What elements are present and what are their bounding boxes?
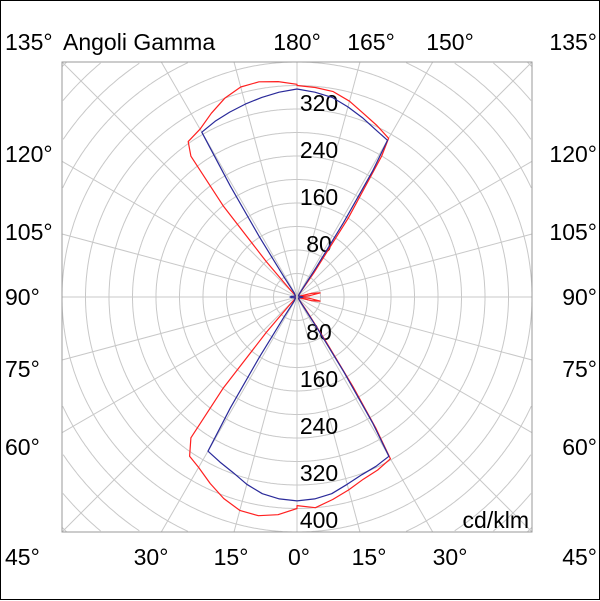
angle-label-left-105: 105° xyxy=(5,219,53,245)
angle-label-right-60: 60° xyxy=(562,434,597,460)
grid-ray xyxy=(296,160,533,298)
intensity-curves xyxy=(187,80,391,517)
angle-label-top-180: 180° xyxy=(273,29,321,55)
grid-ray xyxy=(61,296,298,361)
angle-label-top-left: 135° xyxy=(5,29,53,55)
plot-frame xyxy=(61,61,533,533)
intensity-curve-series-2 xyxy=(201,88,390,502)
grid-ray xyxy=(296,61,434,298)
angle-label-right-105: 105° xyxy=(549,219,597,245)
angle-label-bottom-0: 0° xyxy=(288,544,310,570)
grid-ray xyxy=(61,296,298,533)
radial-tick-label: 240 xyxy=(300,137,338,163)
grid-ray xyxy=(233,61,298,298)
angle-label-bottom-45-right: 45° xyxy=(562,544,597,570)
grid-ray xyxy=(233,296,298,533)
grid-ray xyxy=(160,61,298,298)
grid-ray xyxy=(61,296,298,434)
radial-tick-label: 320 xyxy=(300,90,338,116)
radial-tick-label: 240 xyxy=(300,413,338,439)
angle-label-right-90: 90° xyxy=(562,284,597,310)
angle-label-top-right: 135° xyxy=(549,29,597,55)
grid-ray xyxy=(296,61,533,298)
angle-label-bottom-15-right: 15° xyxy=(352,544,387,570)
grid-ray xyxy=(296,296,434,533)
angle-label-bottom-45-left: 45° xyxy=(5,544,40,570)
grid-ray xyxy=(61,160,298,298)
angle-label-right-120: 120° xyxy=(549,141,597,167)
grid-ray xyxy=(296,233,533,298)
grid-ray xyxy=(296,296,361,533)
angle-label-bottom-30-left: 30° xyxy=(134,544,169,570)
radial-tick-label: 80 xyxy=(306,231,332,257)
radial-tick-label: 160 xyxy=(300,366,338,392)
angle-label-bottom-15-left: 15° xyxy=(214,544,249,570)
grid-ray xyxy=(61,233,298,298)
angle-label-left-60: 60° xyxy=(5,434,40,460)
grid-ray xyxy=(296,296,533,533)
angle-label-top-150: 150° xyxy=(426,29,474,55)
angle-label-top-165: 165° xyxy=(347,29,395,55)
radial-tick-label: 320 xyxy=(300,460,338,486)
angle-label-right-75: 75° xyxy=(562,356,597,382)
radial-tick-label: 400 xyxy=(300,507,338,533)
angle-label-left-90: 90° xyxy=(5,284,40,310)
angle-label-bottom-30-right: 30° xyxy=(433,544,468,570)
grid-ray xyxy=(296,296,533,361)
grid-ray xyxy=(296,296,533,434)
unit-label: cd/klm xyxy=(463,507,529,533)
grid-ray xyxy=(160,296,298,533)
radial-tick-label: 160 xyxy=(300,184,338,210)
grid-ray xyxy=(61,61,298,298)
angle-label-left-75: 75° xyxy=(5,356,40,382)
angle-label-left-120: 120° xyxy=(5,141,53,167)
polar-grid xyxy=(61,61,533,533)
chart-title: Angoli Gamma xyxy=(63,29,215,55)
